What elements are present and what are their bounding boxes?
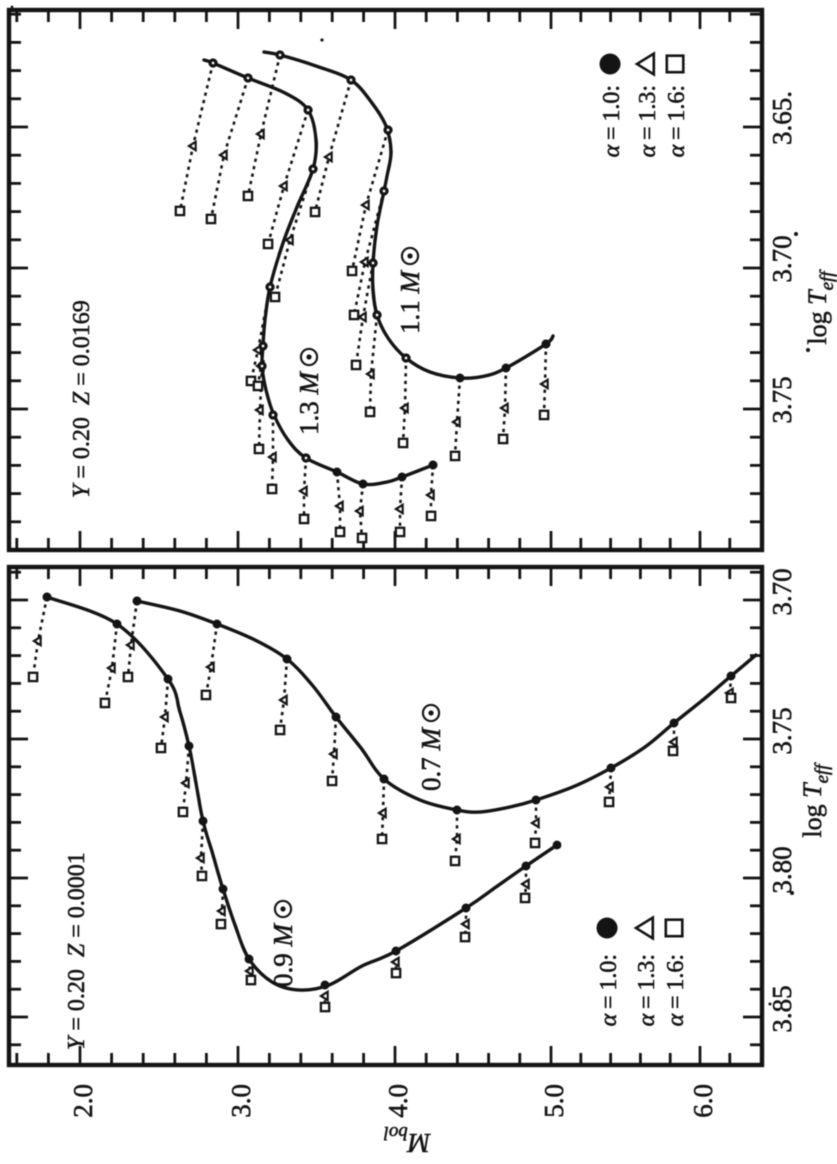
svg-text:0.7 M: 0.7 M <box>416 727 446 792</box>
svg-text:α = 1.3:: α = 1.3: <box>635 85 661 157</box>
svg-text:Mbol: Mbol <box>384 1122 432 1158</box>
svg-text:α = 1.6:: α = 1.6: <box>664 85 690 157</box>
svg-text:Y = 0.20 Z = 0.0001: Y = 0.20 Z = 0.0001 <box>64 852 90 1050</box>
svg-text:α = 1.0:: α = 1.0: <box>599 85 625 157</box>
svg-text:3.80: 3.80 <box>767 846 797 893</box>
svg-text:log Teff: log Teff <box>803 269 837 345</box>
svg-text:4.0: 4.0 <box>383 1084 413 1118</box>
svg-text:3.85: 3.85 <box>767 985 797 1032</box>
svg-text:5.0: 5.0 <box>539 1084 569 1118</box>
svg-text:α = 1.6:: α = 1.6: <box>663 954 689 1026</box>
svg-text:3.70: 3.70 <box>767 235 797 282</box>
svg-text:3.65.: 3.65. <box>767 91 797 145</box>
svg-text:3.75: 3.75 <box>767 376 797 423</box>
svg-text:3.75: 3.75 <box>767 707 797 754</box>
svg-text:3.0: 3.0 <box>226 1084 256 1118</box>
svg-text:1.1 M: 1.1 M <box>395 270 425 335</box>
svg-text:log Teff: log Teff <box>798 762 833 838</box>
svg-text:Y = 0.20 Z = 0.0169: Y = 0.20 Z = 0.0169 <box>69 300 95 498</box>
svg-text:6.0: 6.0 <box>688 1084 718 1118</box>
svg-text:0.9 M: 0.9 M <box>268 923 298 988</box>
svg-text:2.0: 2.0 <box>68 1084 98 1118</box>
svg-text:α = 1.0:: α = 1.0: <box>596 954 622 1026</box>
svg-text:α = 1.3:: α = 1.3: <box>634 954 660 1026</box>
svg-text:1.3 M: 1.3 M <box>294 371 324 436</box>
svg-text:3.70: 3.70 <box>767 568 797 615</box>
